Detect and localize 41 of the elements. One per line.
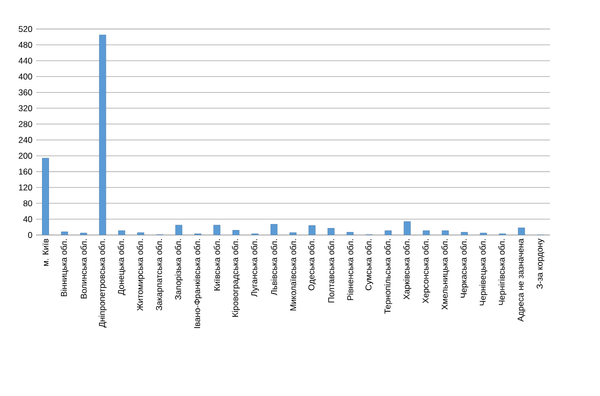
x-tick-label: Одеська обл.: [308, 239, 316, 290]
y-tick-label: 80: [23, 200, 32, 206]
y-tick-label: 40: [23, 216, 32, 222]
x-tick-label: Тернопільська обл.: [384, 239, 392, 314]
x-tick-label: м. Київ: [42, 238, 48, 266]
x-tick-label: Миколаївська обл.: [290, 239, 296, 310]
y-tick-label: 360: [18, 89, 32, 96]
x-tick-label: Луганська обл.: [250, 239, 259, 297]
x-tick-label: Чернівецька обл.: [479, 239, 488, 306]
y-tick-label: 440: [18, 58, 32, 64]
x-tick-label: Волинська обл.: [80, 239, 87, 298]
y-tick-label: 520: [18, 26, 32, 32]
x-tick-label: Адреса не зазначена: [518, 238, 526, 322]
y-tick-label: 480: [18, 42, 32, 48]
x-tick-label: З-за кордону: [536, 238, 544, 289]
y-tick-label: 160: [18, 168, 32, 175]
x-tick-label: Івано-Франківська обл.: [194, 239, 202, 328]
y-tick-label: 320: [18, 105, 32, 112]
x-tick-label: Хмельницька обл.: [441, 239, 450, 310]
x-tick-label: Сумська обл.: [365, 239, 374, 290]
x-tick-label: Харківська обл.: [403, 239, 412, 300]
x-tick-label: Житомирська обл.: [136, 239, 145, 311]
x-tick-label: Чернігівська обл.: [498, 239, 506, 305]
x-tick-label: Закарпатська обл.: [156, 239, 164, 310]
y-tick-label: 240: [18, 136, 32, 143]
y-tick-label: 120: [18, 184, 32, 190]
x-tick-label: Запорізька обл.: [174, 239, 183, 300]
x-tick-label: Рівненська обл.: [346, 239, 354, 300]
x-tick-label: Кіровоградська обл.: [232, 239, 240, 317]
x-tick-label: Дніпропетровська обл.: [98, 239, 107, 328]
x-tick-label: Полтавська обл.: [328, 239, 334, 302]
x-tick-label: Київська обл.: [214, 239, 220, 290]
y-tick-label: 280: [18, 121, 32, 128]
x-tick-label: Херсонська обл.: [422, 239, 430, 304]
x-tick-label: Львівська обл.: [270, 239, 278, 296]
x-tick-label: Вінницька обл.: [60, 239, 69, 296]
y-tick-label: 0: [28, 232, 32, 238]
y-tick-label: 400: [18, 74, 32, 80]
x-tick-label: Черкаська обл.: [460, 239, 468, 298]
y-tick-label: 200: [18, 152, 32, 159]
x-tick-label: Донецька обл.: [118, 239, 126, 296]
